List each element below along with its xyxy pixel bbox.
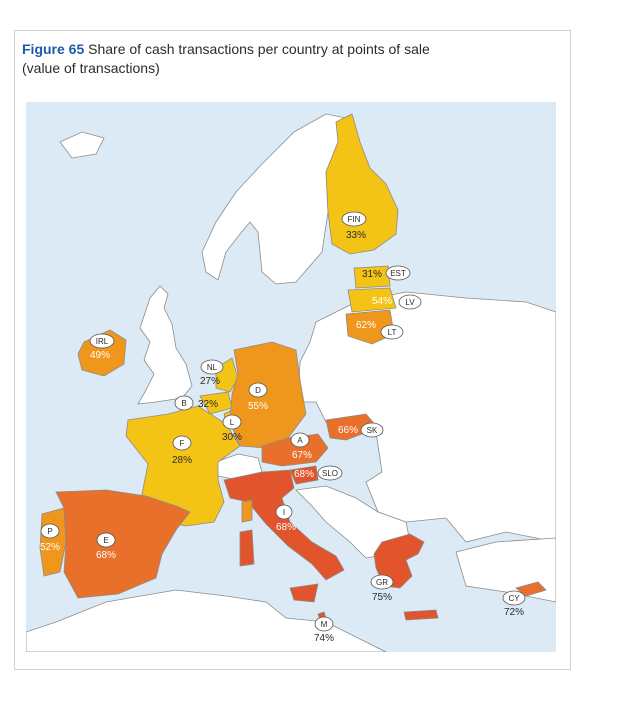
country-code: B (181, 399, 186, 408)
country-code-badge (290, 432, 310, 448)
country-value: 74% (314, 633, 334, 644)
country-value: 31% (362, 269, 382, 280)
country-code-badge (96, 532, 116, 548)
country-code: F (180, 439, 185, 448)
label-sk: 66% SK (338, 422, 384, 438)
figure-title: Figure 65 Share of cash transactions per… (22, 40, 542, 78)
country-i (223, 469, 345, 581)
label-i: I 68% (275, 504, 296, 533)
country-value: 33% (346, 230, 366, 241)
country-code-badge (174, 395, 194, 411)
country-value: 68% (276, 522, 296, 533)
label-fin: FIN 33% (341, 211, 367, 241)
label-d: D 55% (248, 382, 268, 412)
figure-title-text: Share of cash transactions per country a… (88, 41, 430, 57)
country-value: 68% (96, 550, 116, 561)
country-value: 32% (198, 399, 218, 410)
country-value: 68% (294, 469, 314, 480)
other-land (26, 113, 556, 652)
label-cy: CY 72% (502, 590, 526, 618)
country-sicily (289, 583, 319, 603)
label-irl: IRL 49% (89, 333, 115, 361)
country-code-badge (89, 333, 115, 349)
country-sk (325, 413, 379, 441)
country-value: 49% (90, 350, 110, 361)
country-code-badge (275, 504, 293, 520)
country-slo (289, 465, 319, 485)
figure-subtitle: (value of transactions) (22, 60, 160, 76)
country-code: L (230, 418, 235, 427)
country-code: P (47, 527, 52, 536)
country-lv (347, 287, 397, 313)
country-crete (403, 609, 439, 621)
label-l: L 30% (222, 414, 242, 443)
country-sardinia (239, 529, 255, 567)
country-value: 75% (372, 592, 392, 603)
country-code-badge (314, 616, 334, 632)
label-m: M 74% (314, 616, 334, 644)
country-code: IRL (96, 337, 109, 346)
country-code-badge (317, 465, 343, 481)
country-code-badge (40, 523, 60, 539)
country-value: 55% (248, 401, 268, 412)
country-code-badge (341, 211, 367, 227)
country-code-badge (370, 574, 394, 590)
country-code: LV (405, 298, 415, 307)
country-code: EST (390, 269, 406, 278)
country-code-badge (248, 382, 268, 398)
country-value: 27% (200, 376, 220, 387)
country-code: SK (367, 426, 378, 435)
country-e (55, 489, 191, 599)
country-value: 28% (172, 455, 192, 466)
country-code: NL (207, 363, 218, 372)
label-nl: NL 27% (200, 359, 224, 387)
country-code-badge (385, 265, 411, 281)
label-p: P 52% (40, 523, 60, 553)
country-code-badge (502, 590, 526, 606)
country-value: 54% (372, 296, 392, 307)
country-code: A (297, 436, 303, 445)
country-code: FIN (348, 215, 361, 224)
country-code: E (103, 536, 108, 545)
country-code-badge (360, 422, 384, 438)
country-value: 72% (504, 607, 524, 618)
country-code-badge (222, 414, 242, 430)
label-a: A 67% (290, 432, 312, 461)
country-code: GR (376, 578, 388, 587)
country-value: 66% (338, 425, 358, 436)
country-code-badge (172, 435, 192, 451)
country-code: D (255, 386, 261, 395)
country-code: SLO (322, 469, 338, 478)
country-value: 52% (40, 542, 60, 553)
label-b: B 32% (174, 395, 218, 411)
country-code: CY (508, 594, 520, 603)
country-code-badge (398, 294, 422, 310)
label-est: 31% EST (362, 265, 411, 281)
label-slo: 68% SLO (294, 465, 343, 481)
country-code-badge (380, 324, 404, 340)
country-code: I (283, 508, 285, 517)
europe-map: FIN 33% 31% EST 54% LV 62% LT IRL 49% NL… (26, 102, 556, 652)
label-gr: GR 75% (370, 574, 394, 603)
label-lt: 62% LT (356, 320, 404, 340)
country-code: LT (388, 328, 397, 337)
label-lv: 54% LV (372, 294, 422, 310)
country-value: 67% (292, 450, 312, 461)
figure-label: Figure 65 (22, 41, 85, 57)
country-code-badge (200, 359, 224, 375)
label-f: F 28% (172, 435, 192, 466)
country-value: 30% (222, 432, 242, 443)
country-corsica (241, 499, 253, 523)
country-value: 62% (356, 320, 376, 331)
country-est (353, 265, 391, 289)
country-code: M (321, 620, 328, 629)
label-e: E 68% (96, 532, 116, 561)
country-gr (373, 533, 425, 589)
country-f (125, 405, 241, 527)
